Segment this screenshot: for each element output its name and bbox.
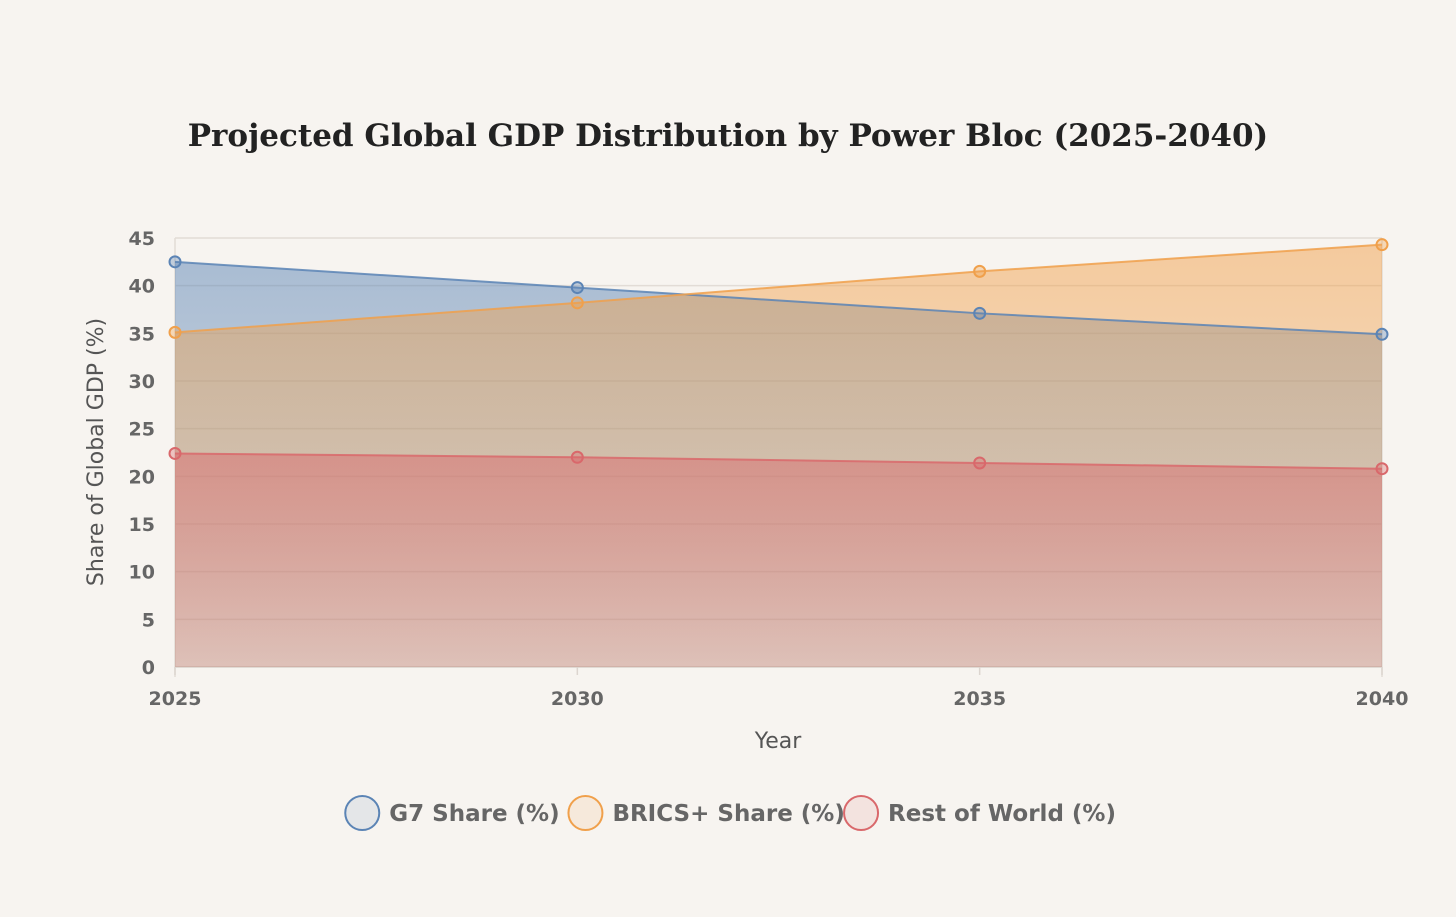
y-tick-label: 10: [129, 562, 155, 584]
data-point[interactable]: [1375, 238, 1389, 252]
x-tick-label: 2035: [953, 688, 1006, 710]
legend-swatch-icon: [567, 795, 604, 831]
y-tick-label: 40: [129, 276, 155, 298]
y-axis-ticks: 0 5 10 15 20 25 30 35 40 45: [129, 228, 155, 679]
legend: G7 Share (%) BRICS+ Share (%) Rest of Worl…: [344, 795, 1116, 831]
point-layer: [168, 238, 1389, 476]
legend-label: G7 Share (%): [389, 801, 559, 827]
y-tick-label: 45: [129, 228, 155, 250]
y-tick-label: 20: [129, 466, 155, 488]
x-axis-ticks: 2025 2030 2035 2040: [149, 667, 1409, 710]
data-point[interactable]: [570, 296, 584, 310]
legend-item[interactable]: G7 Share (%): [344, 795, 560, 831]
y-tick-label: 15: [129, 514, 155, 536]
x-tick-label: 2025: [149, 688, 202, 710]
data-point[interactable]: [168, 325, 182, 339]
chart-title: Projected Global GDP Distribution by Pow…: [188, 118, 1268, 154]
data-point[interactable]: [570, 450, 584, 464]
y-tick-label: 35: [129, 323, 155, 345]
data-point[interactable]: [973, 456, 987, 470]
data-point[interactable]: [168, 446, 182, 460]
y-tick-label: 30: [129, 371, 155, 393]
data-point[interactable]: [973, 306, 987, 320]
x-axis-label: Year: [754, 729, 803, 754]
y-tick-label: 5: [142, 609, 155, 631]
legend-item[interactable]: Rest of World (%): [843, 795, 1116, 831]
x-tick-label: 2030: [551, 688, 604, 710]
series-line: [174, 260, 1383, 336]
legend-label: BRICS+ Share (%): [612, 801, 844, 827]
x-tick-label: 2040: [1356, 688, 1409, 710]
data-point[interactable]: [1375, 462, 1389, 476]
data-point[interactable]: [168, 255, 182, 269]
data-point[interactable]: [1375, 327, 1389, 341]
line-layer: [174, 243, 1383, 470]
data-point[interactable]: [973, 264, 987, 278]
series-area: [175, 453, 1382, 667]
area-layer: [175, 244, 1382, 667]
series-line: [174, 243, 1383, 334]
y-tick-label: 25: [129, 419, 155, 441]
y-tick-label: 0: [142, 657, 155, 679]
data-point[interactable]: [570, 281, 584, 295]
legend-swatch-icon: [344, 795, 381, 831]
legend-label: Rest of World (%): [888, 801, 1116, 827]
legend-item[interactable]: BRICS+ Share (%): [567, 795, 845, 831]
y-axis-label: Share of Global GDP (%): [84, 318, 109, 586]
legend-swatch-icon: [843, 795, 880, 831]
series-line: [174, 452, 1383, 470]
